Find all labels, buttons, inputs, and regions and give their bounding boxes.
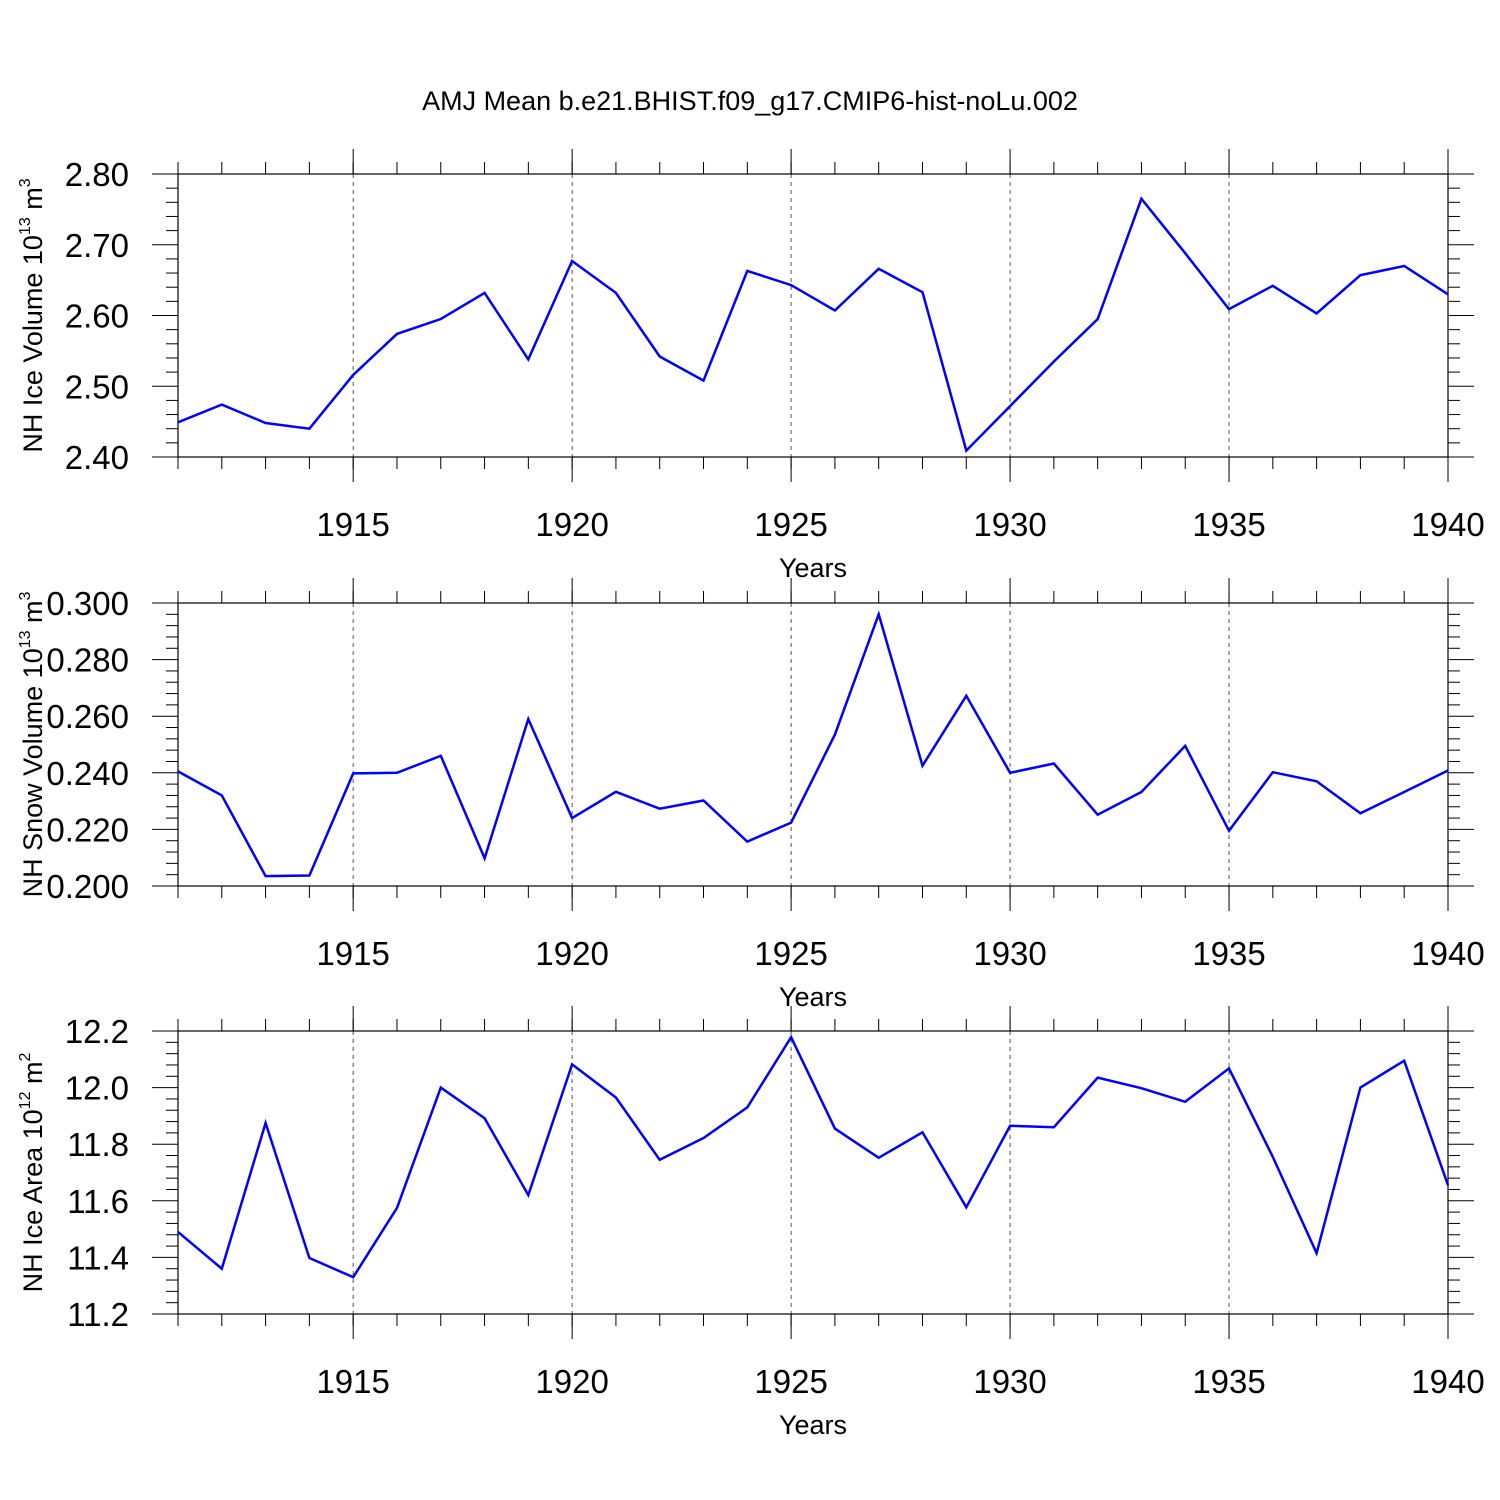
y-axis-label-unit-exponent: 3 bbox=[17, 178, 34, 187]
x-tick-label: 1915 bbox=[316, 935, 389, 972]
x-axis-label: Years bbox=[779, 553, 847, 583]
y-axis-label-unit-exponent: 3 bbox=[17, 591, 34, 600]
x-tick-label: 1920 bbox=[535, 935, 608, 972]
series-line bbox=[177, 610, 1449, 878]
x-tick-label: 1940 bbox=[1411, 1363, 1484, 1400]
x-tick-label: 1925 bbox=[754, 506, 827, 543]
y-tick-label: 11.6 bbox=[67, 1183, 129, 1220]
x-tick-label: 1920 bbox=[535, 506, 608, 543]
x-tick-label: 1935 bbox=[1192, 506, 1265, 543]
x-axis-label: Years bbox=[779, 982, 847, 1012]
plot-frame bbox=[177, 173, 1449, 458]
series-line bbox=[177, 1034, 1450, 1279]
y-axis-label-unit: m bbox=[18, 600, 48, 630]
x-axis-label: Years bbox=[779, 1410, 847, 1440]
x-tick-label: 1935 bbox=[1192, 935, 1265, 972]
y-axis-label-exponent: 13 bbox=[17, 217, 34, 235]
x-tick-label: 1930 bbox=[973, 935, 1046, 972]
y-tick-label: 2.80 bbox=[65, 156, 129, 193]
series-line bbox=[177, 196, 1449, 454]
panel-3: 1915 1920 1925 1930 1935 1940 11.2 11.4 11.6 11.8… bbox=[17, 1006, 1485, 1440]
y-tick-label: 0.200 bbox=[46, 868, 129, 905]
y-tick-label: 11.8 bbox=[67, 1126, 129, 1163]
y-tick-label: 0.240 bbox=[46, 755, 129, 792]
y-tick-label: 12.0 bbox=[65, 1070, 129, 1107]
panel-1: 1915 1920 1925 1930 1935 1940 2.40 2.50 2.60 2.70… bbox=[17, 149, 1485, 583]
y-axis-label-text: NH Ice Volume 10 bbox=[18, 235, 48, 453]
plot-frame bbox=[177, 1030, 1449, 1315]
y-tick-label: 2.50 bbox=[65, 368, 129, 405]
y-tick-label: 0.260 bbox=[46, 698, 129, 735]
y-axis-label-exponent: 13 bbox=[17, 630, 34, 648]
x-tick-label: 1920 bbox=[535, 1363, 608, 1400]
y-tick-label: 11.4 bbox=[67, 1239, 129, 1276]
plot-frame bbox=[177, 602, 1449, 887]
y-tick-label: 2.60 bbox=[65, 298, 129, 335]
x-tick-label: 1915 bbox=[316, 506, 389, 543]
y-tick-label: 2.40 bbox=[65, 439, 129, 476]
x-tick-label: 1935 bbox=[1192, 1363, 1265, 1400]
y-tick-label: 12.2 bbox=[65, 1013, 129, 1050]
x-tick-label: 1930 bbox=[973, 506, 1046, 543]
y-axis-label-text: NH Ice Area 10 bbox=[18, 1109, 48, 1292]
y-axis-label: NH Ice Volume 1013 m3 bbox=[17, 178, 48, 452]
y-axis-label-unit: m bbox=[18, 187, 48, 217]
y-tick-label: 0.220 bbox=[46, 811, 129, 848]
x-tick-label: 1915 bbox=[316, 1363, 389, 1400]
x-tick-label: 1940 bbox=[1411, 935, 1484, 972]
y-tick-label: 0.280 bbox=[46, 642, 129, 679]
y-axis-label: NH Ice Area 1012 m2 bbox=[17, 1053, 48, 1293]
y-axis-label: NH Snow Volume 1013 m3 bbox=[17, 591, 48, 897]
x-tick-label: 1940 bbox=[1411, 506, 1484, 543]
y-axis-label-text: NH Snow Volume 10 bbox=[18, 648, 48, 897]
y-tick-label: 0.300 bbox=[46, 585, 129, 622]
x-tick-label: 1930 bbox=[973, 1363, 1046, 1400]
panels: 1915 1920 1925 1930 1935 1940 2.40 2.50 2.60 2.70… bbox=[17, 149, 1485, 1440]
y-axis-label-exponent: 12 bbox=[17, 1091, 34, 1109]
x-tick-label: 1925 bbox=[754, 935, 827, 972]
y-tick-label: 11.2 bbox=[67, 1296, 129, 1333]
x-tick-label: 1925 bbox=[754, 1363, 827, 1400]
y-tick-label: 2.70 bbox=[65, 227, 129, 264]
panel-2: 1915 1920 1925 1930 1935 1940 0.200 0.220 0.240 0… bbox=[17, 578, 1485, 1012]
y-axis-label-unit: m bbox=[18, 1062, 48, 1092]
chart-title: AMJ Mean b.e21.BHIST.f09_g17.CMIP6-hist-… bbox=[422, 86, 1078, 116]
y-axis-label-unit-exponent: 2 bbox=[17, 1053, 34, 1062]
